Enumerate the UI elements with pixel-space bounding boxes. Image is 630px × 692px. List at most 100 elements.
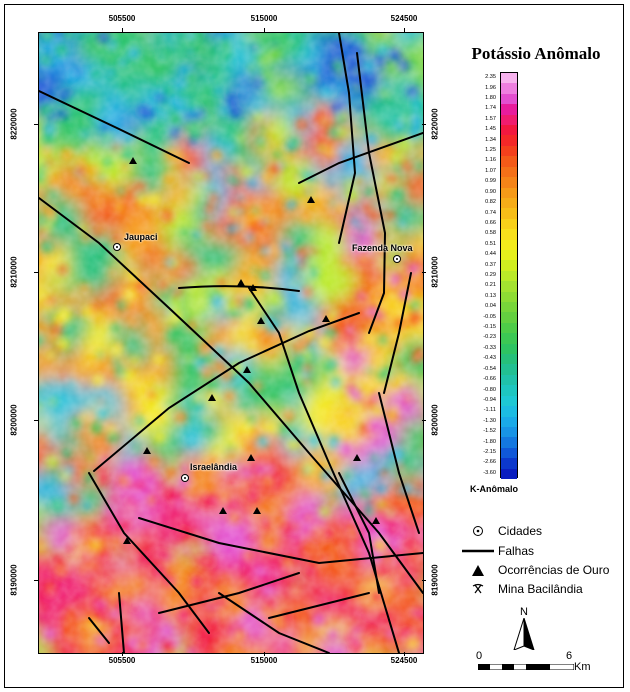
colorbar-swatch [501, 374, 517, 386]
legend-item-mine: Mina Bacilândia [460, 580, 583, 598]
fault-line [268, 592, 370, 619]
colorbar-swatch [501, 458, 517, 470]
city-label-jaupaci: Jaupaci [124, 232, 158, 242]
fault-line [298, 132, 423, 184]
tickmark [422, 580, 426, 581]
colorbar-tick-label: -0.94 [483, 396, 496, 403]
colorbar-tick-label: 0.82 [485, 199, 496, 206]
colorbar-tick-label: -1.80 [483, 438, 496, 445]
fault-line [88, 617, 110, 644]
colorbar-tick-label: -0.23 [483, 334, 496, 341]
colorbar-swatch [501, 416, 517, 428]
colorbar-swatch [501, 312, 517, 324]
colorbar-tick-label: 0.13 [485, 292, 496, 299]
legend-item-faults: Falhas [460, 542, 534, 560]
city-label-israelandia: Israelândia [190, 462, 238, 472]
anomaly-map[interactable] [38, 32, 424, 654]
colorbar-swatch [501, 83, 517, 95]
tickmark [422, 420, 426, 421]
colorbar-swatch [501, 135, 517, 147]
tickmark [404, 28, 405, 32]
city-marker-dot [396, 258, 398, 260]
city-label-fazenda-nova: Fazenda Nova [352, 243, 413, 253]
tickmark [264, 652, 265, 656]
gold-occurrence-marker [143, 447, 151, 454]
fault-line [248, 287, 400, 653]
y-tick-left-3: 8200000 [9, 404, 19, 436]
scale-end-label: 6 [566, 650, 573, 662]
colorbar-swatch [501, 343, 517, 355]
gold-occurrence-marker [129, 157, 137, 164]
colorbar-tick-label: 1.57 [485, 115, 496, 122]
colorbar-tick-label: -0.66 [483, 376, 496, 383]
colorbar-tick-label: -0.54 [483, 365, 496, 372]
pickaxe-icon [460, 583, 496, 595]
colorbar-swatch [501, 270, 517, 282]
colorbar-tick-label: 0.04 [485, 303, 496, 310]
triangle-icon [460, 564, 496, 576]
fault-line [338, 33, 357, 244]
colorbar-swatch [501, 395, 517, 407]
fault-line [383, 272, 412, 394]
city-icon [460, 525, 496, 537]
colorbar-tick-label: 0.51 [485, 240, 496, 247]
colorbar-swatch [501, 281, 517, 293]
colorbar-tick-label: -0.33 [483, 344, 496, 351]
tickmark [422, 124, 426, 125]
colorbar-swatch [501, 208, 517, 220]
fault-line [93, 312, 360, 472]
x-tick-top-2: 515000 [250, 14, 278, 23]
fault-line [378, 392, 420, 534]
colorbar-tick-label: 1.16 [485, 157, 496, 164]
gold-occurrence-marker [219, 507, 227, 514]
fault-line [39, 197, 423, 594]
fault-line [118, 592, 125, 653]
colorbar-swatch [501, 322, 517, 334]
gold-occurrence-marker [353, 454, 361, 461]
colorbar-swatch [501, 333, 517, 345]
colorbar-tick-label: -2.15 [483, 448, 496, 455]
gold-occurrence-marker [123, 537, 131, 544]
gold-occurrence-marker [247, 454, 255, 461]
colorbar-swatch [501, 187, 517, 199]
x-tick-top-3: 524500 [390, 14, 418, 23]
colorbar-tick-label: -3.60 [483, 469, 496, 476]
colorbar-tick-label: 0.29 [485, 272, 496, 278]
gold-occurrence-marker [322, 315, 330, 322]
colorbar-tick-label: -1.52 [483, 428, 496, 435]
legend-label: Cidades [498, 524, 543, 538]
colorbar-tick-label: 0.74 [485, 209, 496, 216]
fault-line [138, 517, 423, 565]
x-tick-bottom-3: 524500 [390, 656, 418, 665]
colorbar [500, 72, 518, 480]
colorbar-tick-label: -1.30 [483, 417, 496, 424]
gold-occurrence-marker [372, 517, 380, 524]
fault-line [39, 90, 190, 164]
colorbar-tick-label: 0.58 [485, 230, 496, 237]
colorbar-swatch [501, 145, 517, 157]
tickmark [264, 28, 265, 32]
tickmark [34, 272, 38, 273]
gold-occurrence-marker [208, 394, 216, 401]
fault-line-icon [460, 548, 496, 554]
scale-unit-label: Km [574, 661, 591, 673]
colorbar-swatch [501, 177, 517, 188]
city-marker-dot [116, 246, 118, 248]
colorbar-swatch [501, 437, 517, 449]
colorbar-tick-label: -0.15 [483, 324, 496, 331]
colorbar-tick-label: -2.66 [483, 459, 496, 466]
tickmark [122, 28, 123, 32]
x-tick-top-1: 505500 [108, 14, 136, 23]
y-tick-right-2: 8210000 [430, 256, 440, 288]
colorbar-swatch [501, 239, 517, 251]
colorbar-unit-label: K-Anômalo [470, 484, 518, 494]
colorbar-swatch [501, 104, 517, 116]
colorbar-swatch [501, 93, 517, 105]
colorbar-tick-label: 1.34 [485, 136, 496, 143]
tickmark [34, 124, 38, 125]
colorbar-swatch [501, 426, 517, 438]
colorbar-tick-label: 0.99 [485, 178, 496, 185]
colorbar-tick-label: 1.45 [485, 126, 496, 133]
colorbar-swatch [501, 447, 517, 459]
colorbar-tick-label: 1.74 [485, 105, 496, 112]
